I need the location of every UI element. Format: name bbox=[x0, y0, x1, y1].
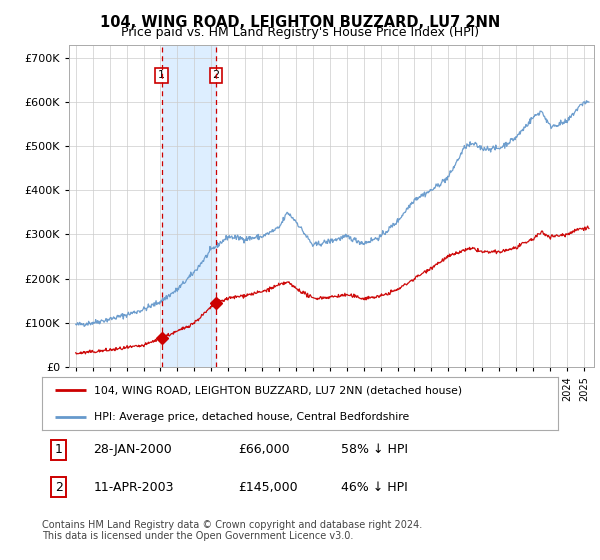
Text: £145,000: £145,000 bbox=[238, 481, 298, 494]
Text: 1: 1 bbox=[55, 443, 63, 456]
Text: 46% ↓ HPI: 46% ↓ HPI bbox=[341, 481, 408, 494]
Text: 28-JAN-2000: 28-JAN-2000 bbox=[94, 443, 172, 456]
Text: 1: 1 bbox=[158, 71, 165, 81]
Text: Contains HM Land Registry data © Crown copyright and database right 2024.
This d: Contains HM Land Registry data © Crown c… bbox=[42, 520, 422, 542]
Text: 58% ↓ HPI: 58% ↓ HPI bbox=[341, 443, 408, 456]
Text: 104, WING ROAD, LEIGHTON BUZZARD, LU7 2NN (detached house): 104, WING ROAD, LEIGHTON BUZZARD, LU7 2N… bbox=[94, 385, 462, 395]
Text: 11-APR-2003: 11-APR-2003 bbox=[94, 481, 174, 494]
Text: 104, WING ROAD, LEIGHTON BUZZARD, LU7 2NN: 104, WING ROAD, LEIGHTON BUZZARD, LU7 2N… bbox=[100, 15, 500, 30]
Text: £66,000: £66,000 bbox=[238, 443, 290, 456]
Text: 2: 2 bbox=[55, 481, 63, 494]
Text: HPI: Average price, detached house, Central Bedfordshire: HPI: Average price, detached house, Cent… bbox=[94, 412, 409, 422]
Bar bbox=[161, 45, 216, 367]
Text: 2: 2 bbox=[212, 71, 220, 81]
Text: Price paid vs. HM Land Registry's House Price Index (HPI): Price paid vs. HM Land Registry's House … bbox=[121, 26, 479, 39]
